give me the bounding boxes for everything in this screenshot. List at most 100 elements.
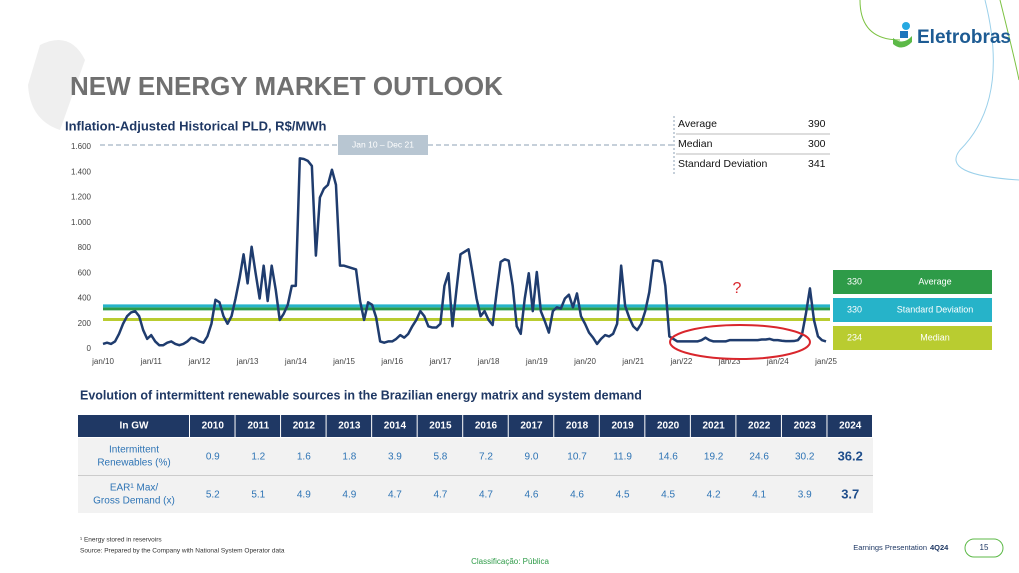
logo-text: Eletrobras — [917, 27, 1011, 48]
cell-value: 3.9 — [388, 452, 402, 463]
row-label: Intermittent — [109, 445, 159, 456]
header-text: 2021 — [703, 421, 726, 432]
x-tick-label: jan/25 — [814, 357, 837, 366]
legend-box — [833, 326, 992, 350]
header-text: 2010 — [202, 421, 225, 432]
legend-box — [833, 298, 992, 322]
cell-value: 4.7 — [388, 490, 402, 501]
header-cell — [417, 415, 463, 437]
cell-value: 4.5 — [661, 490, 675, 501]
legend-box — [833, 270, 992, 294]
x-tick-label: jan/18 — [477, 357, 500, 366]
header-cell — [599, 415, 645, 437]
stat-label: Standard Deviation — [678, 158, 767, 170]
cell-value: 9.0 — [525, 452, 539, 463]
stat-label: Average — [678, 118, 717, 130]
header-cell — [827, 415, 872, 437]
header-cell — [372, 415, 417, 437]
cell-value: 1.6 — [297, 452, 311, 463]
legend-label: Median — [920, 332, 950, 342]
cell-value: 4.6 — [525, 490, 539, 501]
quarter-label: 4Q24 — [930, 543, 949, 552]
y-tick-label: 1.200 — [71, 193, 92, 202]
page-title: NEW ENERGY MARKET OUTLOOK — [70, 71, 503, 101]
x-tick-label: jan/20 — [573, 357, 596, 366]
x-tick-label: jan/15 — [332, 357, 355, 366]
row-label: Gross Demand (x) — [93, 496, 175, 507]
page-badge — [964, 538, 1004, 558]
row-label: EAR¹ Max/ — [110, 483, 159, 494]
cell-value: 4.9 — [297, 490, 311, 501]
highlight-ellipse — [669, 324, 811, 360]
header-cell — [78, 415, 189, 437]
cell-value: 4.5 — [616, 490, 630, 501]
y-tick-label: 1.000 — [71, 218, 92, 227]
logo: Eletrobras — [893, 22, 1011, 48]
cell-value: 4.6 — [570, 490, 584, 501]
header-text: In GW — [120, 421, 149, 432]
chart-title: Inflation-Adjusted Historical PLD, R$/MW… — [65, 118, 327, 133]
decor-arc — [999, 0, 1019, 81]
y-tick-label: 600 — [78, 268, 92, 277]
cell-value: 11.9 — [613, 452, 632, 463]
y-tick-label: 0 — [87, 344, 92, 353]
header-cell — [736, 415, 781, 437]
question-mark: ? — [733, 280, 742, 297]
header-cell — [781, 415, 827, 437]
cell-value: 1.8 — [342, 452, 356, 463]
table-title: Evolution of intermittent renewable sour… — [80, 388, 642, 402]
legend-value: 330 — [847, 304, 862, 314]
decor-shape — [28, 40, 85, 130]
row-label: Renewables (%) — [97, 458, 170, 469]
header-text: 2014 — [384, 421, 407, 432]
cell-value: 7.2 — [479, 452, 493, 463]
stat-value: 390 — [808, 118, 826, 130]
cell-value: 1.2 — [251, 452, 265, 463]
x-tick-label: jan/23 — [718, 357, 741, 366]
cell-value: 24.6 — [749, 452, 769, 463]
header-cell — [281, 415, 326, 437]
cell-value: 4.1 — [752, 490, 766, 501]
header-text: 2013 — [338, 421, 361, 432]
x-tick-label: jan/24 — [766, 357, 789, 366]
cell-value: 14.6 — [658, 452, 678, 463]
cell-value: 0.9 — [206, 452, 220, 463]
header-cell — [690, 415, 736, 437]
x-tick-label: jan/11 — [140, 357, 163, 366]
cell-value: 5.8 — [433, 452, 447, 463]
source: Source: Prepared by the Company with Nat… — [80, 548, 285, 555]
cell-value: 5.2 — [206, 490, 220, 501]
cell-value: 36.2 — [838, 448, 863, 463]
cell-value: 10.7 — [567, 452, 587, 463]
x-tick-label: jan/22 — [670, 357, 693, 366]
header-text: 2023 — [794, 421, 817, 432]
x-tick-label: jan/16 — [380, 357, 403, 366]
stat-value: 300 — [808, 138, 826, 150]
series-line — [102, 157, 827, 347]
legend-value: 330 — [847, 276, 862, 286]
cell-value: 4.9 — [342, 490, 356, 501]
footnote: ¹ Energy stored in reservoirs — [80, 537, 162, 544]
y-tick-label: 200 — [78, 319, 92, 328]
logo-icon — [900, 31, 908, 38]
period-label: Jan 10 – Dec 21 — [352, 139, 414, 149]
x-tick-label: jan/12 — [188, 357, 211, 366]
cell-value: 3.9 — [798, 490, 812, 501]
header-text: 2017 — [520, 421, 543, 432]
table: In GW 2010 2011 2012 2013 2014 2015 2016 2017 201… — [78, 415, 873, 513]
logo-icon — [893, 36, 912, 48]
header-text: 2024 — [839, 421, 862, 432]
presentation-label: Earnings Presentation — [853, 543, 927, 552]
decor-arc — [859, 0, 901, 41]
header-cell — [645, 415, 690, 437]
x-tick-label: jan/17 — [429, 357, 452, 366]
header-cell — [463, 415, 508, 437]
cell-value: 4.7 — [479, 490, 493, 501]
header-cell — [554, 415, 599, 437]
page-number: 15 — [980, 543, 989, 552]
y-tick-label: 1.400 — [71, 167, 92, 176]
legend-value: 234 — [847, 332, 862, 342]
legend-label: Average — [918, 276, 951, 286]
header-text: 2018 — [566, 421, 589, 432]
